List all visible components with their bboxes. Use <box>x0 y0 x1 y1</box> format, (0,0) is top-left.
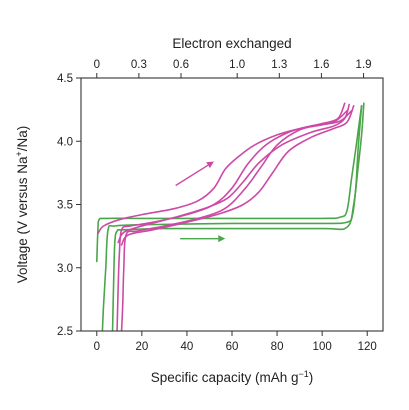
arrows-layer <box>175 161 226 243</box>
y-axis-title: Voltage (V versus Na+/Na) <box>14 126 30 284</box>
arrow-head <box>206 161 214 169</box>
green-curve-3 <box>111 102 365 331</box>
x-tick-label: 120 <box>358 341 377 353</box>
y-axis-title-close: /Na) <box>15 126 30 152</box>
top-tick-label: 1.9 <box>356 59 372 71</box>
x-axis-title-sup: −1 <box>299 369 309 379</box>
top-tick-label: 1.3 <box>271 59 287 71</box>
magenta-curve-7 <box>120 110 353 331</box>
y-axis-title-text: Voltage (V versus Na <box>15 156 30 283</box>
y-axis-title-sup: + <box>14 151 24 156</box>
y-tick-label: 3.0 <box>57 263 73 275</box>
top-tick-label: 0.3 <box>131 59 147 71</box>
x-tick-label: 40 <box>181 341 194 353</box>
magenta-direction-arrow <box>175 161 214 187</box>
magenta-curve-5 <box>116 110 348 331</box>
top-tick-label: 0.6 <box>173 59 189 71</box>
curves-layer <box>95 102 365 331</box>
x-axis-title-text: Specific capacity (mAh g <box>151 370 299 385</box>
top-axis-title: Electron exchanged <box>172 36 291 51</box>
plot-frame <box>80 77 384 332</box>
top-tick-label: 0 <box>94 59 100 71</box>
arrow-head <box>218 235 226 243</box>
green-curve-1 <box>95 105 363 263</box>
y-tick-label: 4.5 <box>57 73 73 85</box>
x-axis-title: Specific capacity (mAh g−1) <box>151 369 314 385</box>
magenta-curve-6 <box>117 103 350 244</box>
axes-layer: 0 20 40 60 80 100 120 0 0.3 0.6 1.0 1.3 1.6 1.9 2.5 3.0… <box>57 59 384 353</box>
x-axis-title-close: ) <box>309 370 314 385</box>
x-tick-label: 80 <box>271 341 284 353</box>
magenta-curve-8 <box>120 105 355 246</box>
x-tick-label: 100 <box>313 341 332 353</box>
arrow-shaft <box>175 164 209 187</box>
top-tick-label: 1.0 <box>229 59 245 71</box>
y-tick-label: 3.5 <box>57 200 73 212</box>
x-tick-label: 60 <box>226 341 239 353</box>
x-tick-label: 20 <box>135 341 148 353</box>
green-direction-arrow <box>180 235 226 243</box>
x-tick-label: 0 <box>94 341 100 353</box>
y-tick-label: 4.0 <box>57 136 73 148</box>
top-tick-label: 1.6 <box>313 59 329 71</box>
magenta-curve-4 <box>97 102 346 235</box>
y-tick-label: 2.5 <box>57 326 73 338</box>
